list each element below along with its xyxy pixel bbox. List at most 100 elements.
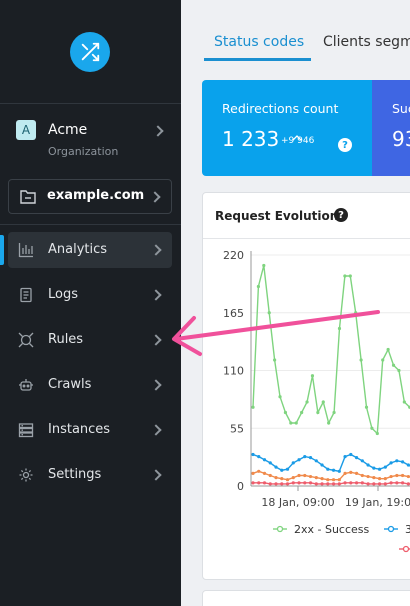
help-icon[interactable]: ? bbox=[338, 138, 352, 152]
sidebar-item-logs[interactable]: Logs bbox=[8, 277, 172, 313]
data-point bbox=[294, 421, 298, 425]
data-point bbox=[257, 469, 261, 473]
data-point bbox=[406, 474, 410, 479]
data-point bbox=[285, 482, 290, 486]
legend-label: 2xx - Success bbox=[294, 523, 370, 536]
data-point bbox=[303, 481, 307, 485]
data-point bbox=[383, 482, 387, 486]
data-point bbox=[303, 473, 307, 478]
sidebar-item-label: Analytics bbox=[48, 242, 108, 257]
success-count-card: Suc 93 bbox=[372, 80, 410, 176]
data-point bbox=[262, 263, 266, 268]
sidebar-item-rules[interactable]: Rules bbox=[8, 322, 172, 358]
data-point bbox=[289, 421, 293, 425]
data-point bbox=[262, 458, 267, 462]
organization-selector[interactable]: A Acme Organization bbox=[14, 118, 174, 162]
data-point bbox=[303, 455, 307, 459]
request-evolution-chart[interactable]: 220 165 110 55 0 18 Jan, 09:00 19 Jan, 19:0 2xx… bbox=[203, 240, 410, 580]
data-point bbox=[337, 478, 341, 482]
data-point bbox=[402, 400, 406, 404]
data-point bbox=[285, 478, 290, 482]
data-point bbox=[308, 456, 313, 460]
data-point bbox=[314, 476, 318, 480]
data-point bbox=[331, 482, 336, 486]
caret-up-icon bbox=[292, 126, 302, 145]
data-point bbox=[337, 482, 341, 486]
tab-clients-segments[interactable]: Clients segme bbox=[323, 34, 410, 50]
data-point bbox=[370, 426, 374, 430]
data-point bbox=[320, 482, 324, 486]
data-point bbox=[375, 431, 379, 436]
data-point bbox=[268, 461, 272, 465]
site-selector[interactable]: example.com bbox=[8, 179, 172, 214]
data-point bbox=[326, 482, 330, 486]
divider bbox=[0, 224, 181, 225]
organization-subtitle: Organization bbox=[48, 145, 119, 158]
card-title: Suc bbox=[392, 101, 410, 116]
card-delta: +9 946 bbox=[281, 136, 315, 146]
data-point bbox=[377, 482, 382, 486]
data-point bbox=[366, 482, 370, 486]
data-point bbox=[377, 467, 382, 471]
chevron-right-icon bbox=[149, 191, 161, 203]
sidebar-item-label: Settings bbox=[48, 467, 102, 482]
card-title: Redirections count bbox=[222, 101, 339, 116]
x-tick-label: 19 Jan, 19:0 bbox=[345, 496, 410, 509]
data-point bbox=[354, 481, 359, 485]
data-point bbox=[389, 461, 393, 465]
data-point bbox=[359, 358, 363, 362]
data-point bbox=[406, 463, 410, 467]
data-point bbox=[314, 459, 318, 463]
data-point bbox=[274, 465, 278, 469]
data-point bbox=[383, 465, 387, 469]
gear-icon bbox=[18, 467, 34, 483]
sidebar-item-settings[interactable]: Settings bbox=[8, 457, 172, 493]
sidebar-item-crawls[interactable]: Crawls bbox=[8, 367, 172, 403]
data-point bbox=[337, 326, 342, 331]
data-point bbox=[285, 467, 290, 471]
sidebar-item-instances[interactable]: Instances bbox=[8, 412, 172, 448]
shuffle-icon[interactable] bbox=[70, 32, 110, 72]
data-point bbox=[366, 474, 370, 479]
data-point bbox=[283, 410, 288, 415]
data-point bbox=[251, 452, 255, 457]
data-point bbox=[400, 473, 405, 478]
data-point bbox=[400, 481, 405, 485]
sidebar-item-analytics[interactable]: Analytics bbox=[8, 232, 172, 268]
y-tick-label: 165 bbox=[223, 307, 244, 320]
sidebar-item-label: Logs bbox=[48, 287, 78, 302]
organization-name: Acme bbox=[48, 122, 88, 138]
tab-status-codes[interactable]: Status codes bbox=[214, 34, 305, 50]
data-point bbox=[343, 455, 347, 459]
legend-marker bbox=[387, 525, 395, 533]
sidebar: A Acme Organization example.com bbox=[0, 0, 181, 606]
chevron-right-icon bbox=[150, 379, 162, 391]
data-point bbox=[280, 482, 284, 486]
data-point bbox=[278, 395, 282, 399]
next-panel bbox=[202, 590, 410, 606]
series-line bbox=[252, 453, 410, 473]
data-point bbox=[331, 478, 336, 482]
data-point bbox=[349, 481, 353, 485]
panel-title: Request Evolution bbox=[215, 209, 339, 223]
data-point bbox=[332, 410, 336, 415]
data-point bbox=[251, 481, 255, 485]
bar-chart-icon bbox=[18, 242, 34, 258]
data-point bbox=[343, 471, 347, 475]
y-tick-label: 0 bbox=[237, 480, 244, 493]
data-point bbox=[395, 481, 399, 485]
data-point bbox=[348, 274, 352, 278]
data-point bbox=[354, 456, 359, 460]
data-point bbox=[274, 482, 278, 486]
sidebar-item-label: Crawls bbox=[48, 377, 92, 392]
data-point bbox=[308, 474, 313, 479]
help-icon[interactable]: ? bbox=[334, 208, 348, 222]
data-point bbox=[251, 471, 255, 475]
data-point bbox=[291, 461, 295, 465]
data-point bbox=[291, 476, 295, 480]
data-point bbox=[297, 473, 301, 478]
data-point bbox=[273, 358, 277, 362]
request-evolution-panel: Request Evolution ? 220 165 110 55 0 18 Jan, … bbox=[202, 192, 410, 580]
rules-icon bbox=[18, 332, 34, 348]
